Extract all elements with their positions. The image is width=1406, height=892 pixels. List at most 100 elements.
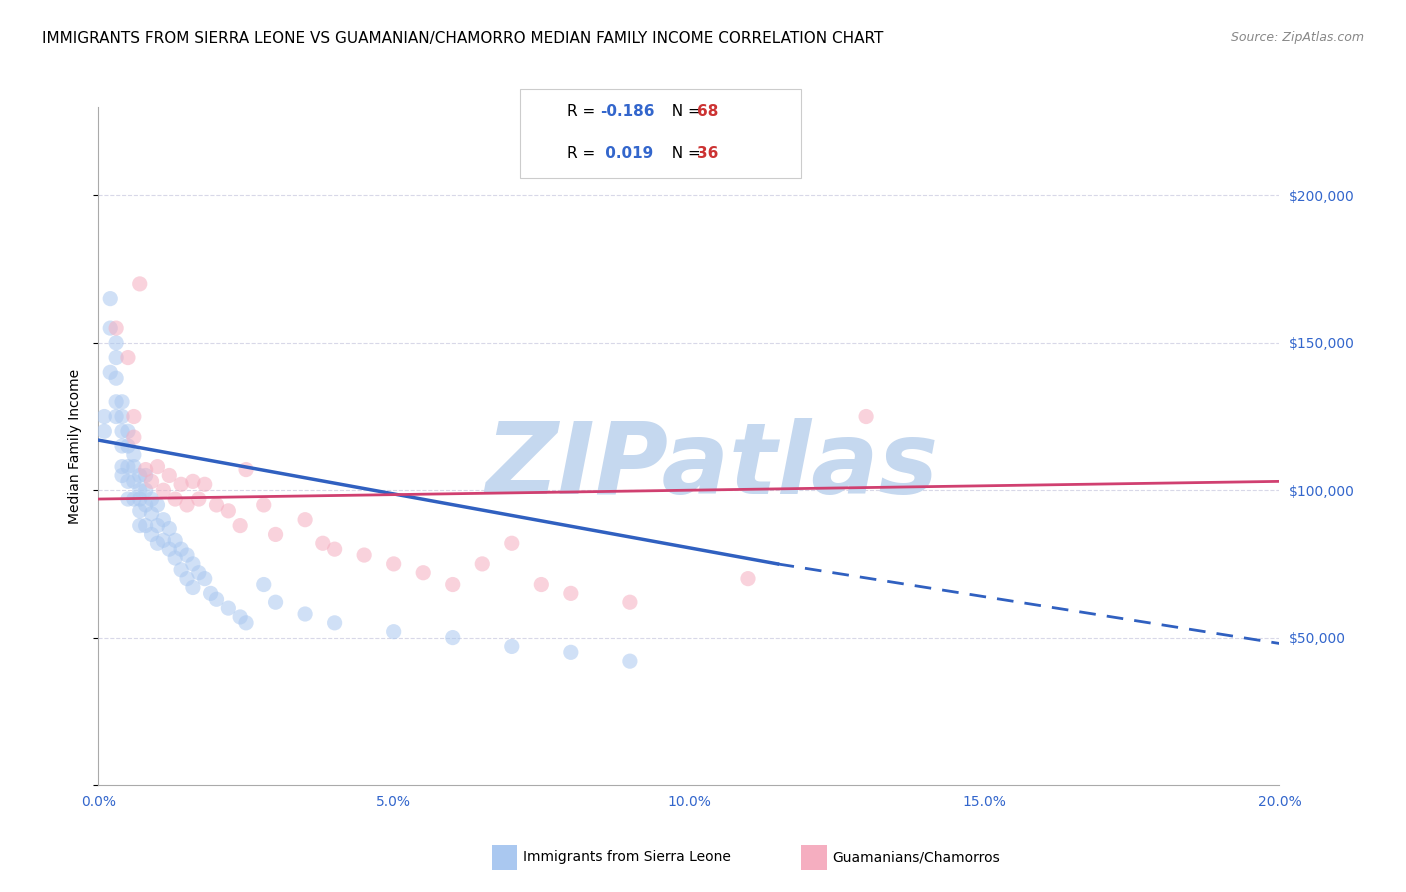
- Point: [176, 548, 198, 562]
- Text: 68: 68: [697, 104, 718, 119]
- Point: [200, 586, 222, 600]
- Point: [501, 640, 523, 654]
- Point: [146, 518, 169, 533]
- Point: [128, 277, 150, 291]
- Point: [146, 498, 169, 512]
- Point: [170, 542, 193, 557]
- Text: IMMIGRANTS FROM SIERRA LEONE VS GUAMANIAN/CHAMORRO MEDIAN FAMILY INCOME CORRELAT: IMMIGRANTS FROM SIERRA LEONE VS GUAMANIA…: [42, 31, 883, 46]
- Point: [253, 498, 276, 512]
- Point: [253, 577, 276, 591]
- Point: [122, 459, 145, 474]
- Text: ZIPatlas: ZIPatlas: [486, 417, 939, 515]
- Point: [170, 563, 193, 577]
- Point: [471, 557, 494, 571]
- Point: [229, 518, 252, 533]
- Point: [111, 468, 134, 483]
- Point: [170, 477, 193, 491]
- Point: [135, 498, 157, 512]
- Point: [187, 566, 209, 580]
- Point: [105, 335, 128, 350]
- Point: [382, 624, 405, 639]
- Point: [530, 577, 553, 591]
- Point: [294, 513, 316, 527]
- Point: [111, 394, 134, 409]
- Point: [128, 483, 150, 498]
- Point: [323, 615, 346, 630]
- Point: [122, 448, 145, 462]
- Point: [619, 654, 641, 668]
- Point: [93, 409, 115, 424]
- Point: [855, 409, 877, 424]
- Point: [194, 477, 217, 491]
- Point: [294, 607, 316, 621]
- Point: [441, 631, 464, 645]
- Point: [117, 351, 139, 365]
- Text: Immigrants from Sierra Leone: Immigrants from Sierra Leone: [523, 850, 731, 864]
- Point: [141, 507, 163, 521]
- Point: [382, 557, 405, 571]
- Point: [619, 595, 641, 609]
- Point: [165, 533, 187, 548]
- Point: [117, 424, 139, 438]
- Point: [146, 459, 169, 474]
- Point: [205, 498, 228, 512]
- Point: [122, 491, 145, 506]
- Point: [264, 595, 287, 609]
- Point: [98, 321, 121, 335]
- Point: [737, 572, 759, 586]
- Point: [157, 468, 180, 483]
- Point: [135, 518, 157, 533]
- Point: [141, 491, 163, 506]
- Point: [235, 615, 257, 630]
- Text: -0.186: -0.186: [600, 104, 655, 119]
- Point: [181, 581, 204, 595]
- Point: [111, 424, 134, 438]
- Point: [111, 439, 134, 453]
- Point: [141, 475, 163, 489]
- Text: 36: 36: [697, 146, 718, 161]
- Point: [441, 577, 464, 591]
- Point: [176, 498, 198, 512]
- Text: N =: N =: [662, 104, 706, 119]
- Point: [264, 527, 287, 541]
- Point: [93, 424, 115, 438]
- Point: [98, 365, 121, 379]
- Point: [141, 527, 163, 541]
- Point: [105, 371, 128, 385]
- Point: [560, 586, 582, 600]
- Point: [217, 601, 239, 615]
- Point: [117, 475, 139, 489]
- Point: [187, 491, 209, 506]
- Point: [111, 459, 134, 474]
- Text: R =: R =: [567, 146, 600, 161]
- Point: [105, 409, 128, 424]
- Point: [135, 468, 157, 483]
- Point: [128, 468, 150, 483]
- Point: [217, 504, 239, 518]
- Text: Source: ZipAtlas.com: Source: ZipAtlas.com: [1230, 31, 1364, 45]
- Point: [111, 409, 134, 424]
- Point: [157, 542, 180, 557]
- Point: [128, 518, 150, 533]
- Point: [122, 409, 145, 424]
- Point: [122, 430, 145, 444]
- Point: [105, 394, 128, 409]
- Text: R =: R =: [567, 104, 600, 119]
- Point: [181, 557, 204, 571]
- Point: [229, 610, 252, 624]
- Point: [165, 491, 187, 506]
- Point: [98, 292, 121, 306]
- Point: [181, 475, 204, 489]
- Point: [205, 592, 228, 607]
- Point: [176, 572, 198, 586]
- Point: [122, 475, 145, 489]
- Point: [105, 351, 128, 365]
- Point: [501, 536, 523, 550]
- Text: 0.019: 0.019: [600, 146, 654, 161]
- Point: [135, 462, 157, 476]
- Point: [105, 321, 128, 335]
- Point: [157, 522, 180, 536]
- Point: [128, 491, 150, 506]
- Point: [152, 533, 174, 548]
- Point: [146, 536, 169, 550]
